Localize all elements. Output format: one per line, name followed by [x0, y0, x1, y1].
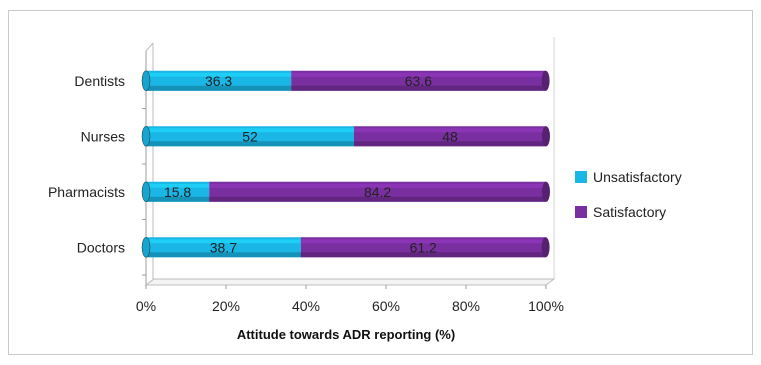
- category-label: Nurses: [81, 128, 125, 144]
- data-label: 15.8: [164, 184, 191, 200]
- bar-start-cap: [141, 181, 151, 202]
- bar-shade: [146, 141, 354, 147]
- bar-highlight: [291, 72, 546, 77]
- bar-highlight: [300, 239, 546, 244]
- category-label: Doctors: [77, 239, 125, 255]
- bar-shade: [146, 252, 301, 258]
- bar-shade: [209, 196, 546, 202]
- bar-highlight: [146, 239, 301, 244]
- x-tick-label: 0%: [136, 298, 156, 314]
- bar-start-cap: [141, 70, 151, 91]
- legend-swatch: [575, 171, 587, 183]
- bar-shade: [146, 85, 292, 91]
- bar-end-cap: [542, 181, 550, 202]
- bar-shade: [300, 252, 546, 258]
- data-label: 52: [242, 128, 258, 144]
- x-tick-label: 20%: [212, 298, 240, 314]
- x-axis-label: Attitude towards ADR reporting (%): [237, 327, 455, 342]
- bar-shade: [291, 85, 546, 91]
- chart-frame: 0% 20% 40% 60% 80% 100% Attitude towards ADR r…: [8, 10, 753, 355]
- bar-shade: [146, 196, 210, 202]
- category-label: Pharmacists: [48, 184, 125, 200]
- data-label: 48: [442, 128, 458, 144]
- attitude-bar-chart: 0% 20% 40% 60% 80% 100% Attitude towards ADR r…: [48, 37, 682, 342]
- bar-end-cap: [541, 237, 550, 258]
- bar-start-cap: [141, 237, 151, 258]
- bar-end-cap: [541, 70, 550, 91]
- bar-shade: [354, 141, 546, 147]
- category-label: Dentists: [74, 73, 125, 89]
- x-tick-label: 60%: [372, 298, 400, 314]
- bar-highlight: [209, 183, 546, 188]
- data-label: 84.2: [364, 184, 391, 200]
- legend-swatch: [575, 206, 587, 218]
- legend-entry: Unsatisfactory: [593, 169, 682, 185]
- bar-highlight: [146, 128, 354, 133]
- data-label: 63.6: [405, 73, 432, 89]
- chart-floor: [144, 278, 556, 286]
- bar-highlight: [146, 72, 292, 77]
- x-tick-label: 40%: [292, 298, 320, 314]
- bar-highlight: [354, 128, 546, 133]
- data-label: 36.3: [205, 73, 232, 89]
- x-tick-label: 80%: [452, 298, 480, 314]
- data-label: 61.2: [410, 239, 437, 255]
- bar-start-cap: [141, 126, 151, 147]
- legend-entry: Satisfactory: [593, 204, 666, 220]
- bar-highlight: [146, 183, 210, 188]
- bar-end-cap: [542, 126, 550, 147]
- wall-top-edge: [145, 42, 154, 52]
- data-label: 38.7: [210, 239, 237, 255]
- x-tick-label: 100%: [528, 298, 564, 314]
